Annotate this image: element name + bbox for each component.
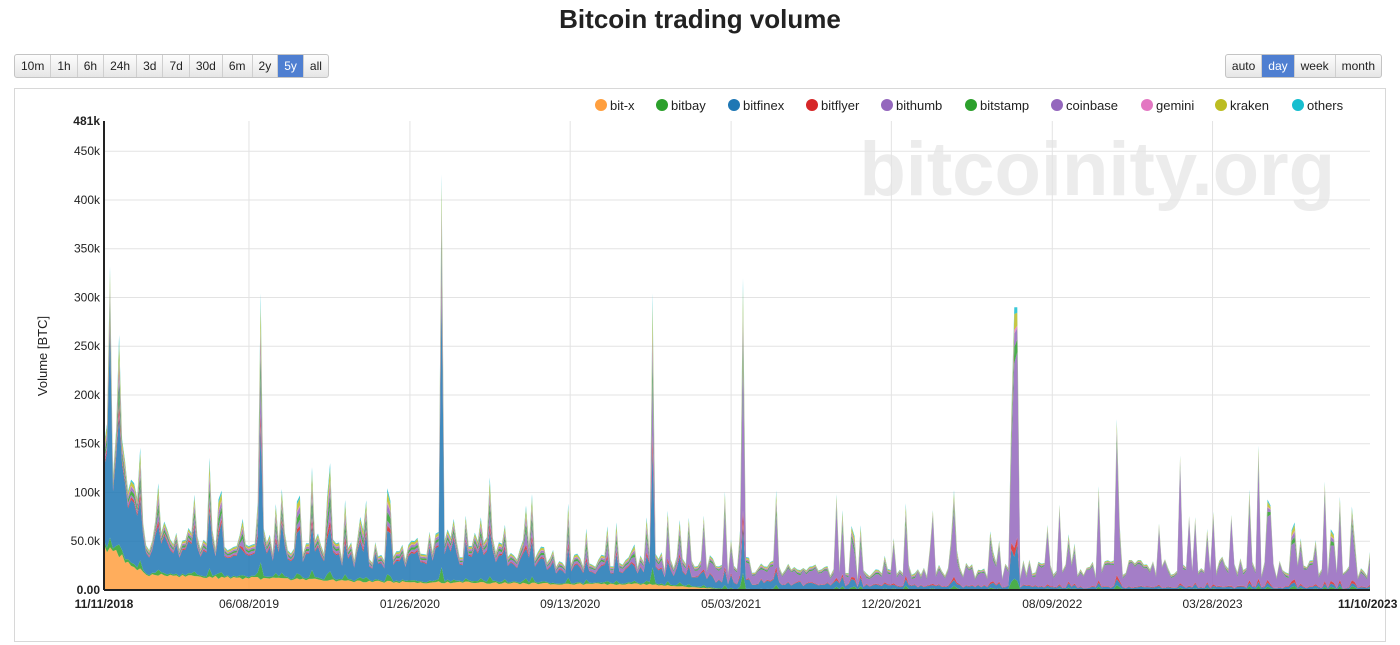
legend-label: kraken	[1230, 98, 1269, 113]
x-tick-label: 12/20/2021	[861, 597, 921, 611]
resolution-button-group: auto day week month	[1224, 54, 1382, 78]
legend-label: others	[1307, 98, 1344, 113]
range-button-group: 10m 1h 6h 24h 3d 7d 30d 6m 2y 5y all	[14, 54, 329, 78]
legend-label: bit-x	[610, 98, 635, 113]
y-tick-label: 0.00	[77, 583, 101, 597]
range-button-7d[interactable]: 7d	[163, 55, 190, 77]
range-button-6m[interactable]: 6m	[223, 55, 253, 77]
legend-label: bitfinex	[743, 98, 785, 113]
resolution-button-auto[interactable]: auto	[1226, 55, 1263, 77]
axes: 0.00 50.0k 100k 150k 200k 250k 300k 350k 400k 450…	[71, 114, 1398, 611]
legend-marker	[806, 99, 818, 111]
chart-frame	[14, 88, 1386, 642]
y-tick-label: 250k	[74, 339, 101, 353]
legend-label: bitstamp	[980, 98, 1029, 113]
resolution-button-month[interactable]: month	[1341, 59, 1375, 73]
x-tick-label: 11/11/2018	[75, 597, 134, 611]
legend-marker	[728, 99, 740, 111]
legend-label: bithumb	[896, 98, 942, 113]
range-button-24h[interactable]: 24h	[104, 55, 138, 77]
y-tick-label: 400k	[74, 193, 101, 207]
x-tick-label: 09/13/2020	[540, 597, 600, 611]
area-series-bitflyer	[104, 278, 1370, 589]
legend-label: gemini	[1156, 98, 1194, 113]
range-button-5y[interactable]: 5y	[278, 55, 304, 77]
range-button-10m[interactable]: 10m	[15, 55, 52, 77]
range-button-all[interactable]: all	[309, 59, 322, 73]
legend-label: bitflyer	[821, 98, 860, 113]
x-tick-label: 01/26/2020	[380, 597, 440, 611]
legend-marker	[1215, 99, 1227, 111]
legend-label: bitbay	[671, 98, 706, 113]
legend-marker	[1051, 99, 1063, 111]
x-tick-label: 05/03/2021	[701, 597, 761, 611]
area-series-bitfinex	[104, 291, 1370, 590]
legend: bit-x bitbay bitfinex bitflyer bithumb bitsta…	[595, 98, 1344, 113]
range-button-30d[interactable]: 30d	[190, 55, 223, 77]
resolution-button-day[interactable]: day	[1262, 55, 1295, 77]
area-series-bit-x	[104, 544, 1370, 590]
y-tick-label: 150k	[74, 437, 101, 451]
y-tick-label: 481k	[73, 114, 100, 128]
x-tick-label: 11/10/2023	[1338, 597, 1398, 611]
legend-marker	[881, 99, 893, 111]
x-tick-label: 08/09/2022	[1022, 597, 1082, 611]
range-button-2y[interactable]: 2y	[253, 55, 279, 77]
x-tick-label: 03/28/2023	[1182, 597, 1242, 611]
y-tick-label: 200k	[74, 388, 101, 402]
resolution-button-week[interactable]: week	[1295, 55, 1336, 77]
range-button-6h[interactable]: 6h	[78, 55, 105, 77]
y-tick-label: 100k	[74, 485, 101, 499]
x-tick-label: 06/08/2019	[219, 597, 279, 611]
y-tick-label: 450k	[74, 144, 101, 158]
y-tick-label: 350k	[74, 242, 101, 256]
legend-marker	[1141, 99, 1153, 111]
y-axis-label: Volume [BTC]	[35, 316, 50, 396]
legend-marker	[965, 99, 977, 111]
y-tick-label: 300k	[74, 290, 101, 304]
legend-marker	[595, 99, 607, 111]
y-tick-label: 50.0k	[71, 534, 101, 548]
legend-label: coinbase	[1066, 98, 1118, 113]
area-series-bithumb	[104, 253, 1370, 589]
stacked-areas	[104, 174, 1370, 590]
watermark: bitcoinity.org	[859, 127, 1335, 212]
page-title: Bitcoin trading volume	[559, 4, 841, 34]
legend-marker	[1292, 99, 1304, 111]
range-button-1h[interactable]: 1h	[51, 55, 78, 77]
range-button-3d[interactable]: 3d	[137, 55, 164, 77]
legend-marker	[656, 99, 668, 111]
